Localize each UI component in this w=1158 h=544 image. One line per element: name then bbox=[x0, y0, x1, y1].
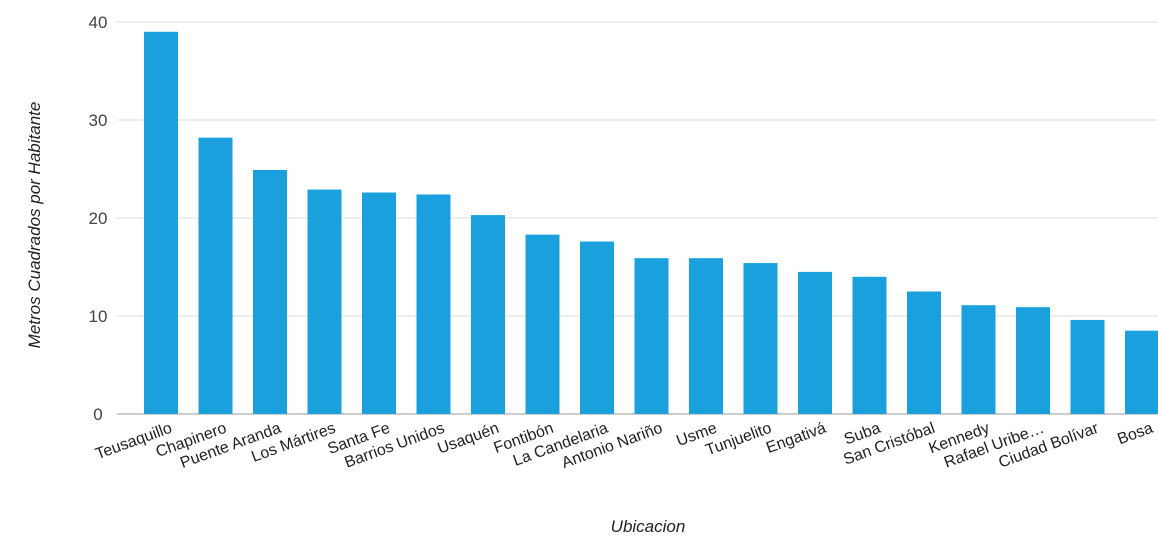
x-category-label: Engativá bbox=[764, 420, 828, 457]
bar bbox=[144, 31, 178, 415]
x-category-label: Bosa bbox=[1115, 420, 1155, 448]
x-category-label: Usaquén bbox=[435, 420, 501, 458]
bar bbox=[1125, 330, 1158, 414]
bars bbox=[144, 31, 1158, 415]
bar bbox=[798, 271, 832, 414]
y-axis-ticks: 0 10 20 30 40 bbox=[89, 13, 108, 424]
bar bbox=[416, 194, 451, 414]
bar bbox=[1016, 307, 1050, 414]
y-axis-title: Metros Cuadrados por Habitante bbox=[25, 102, 44, 349]
bar bbox=[471, 215, 505, 414]
y-tick-label: 30 bbox=[89, 111, 108, 130]
y-tick-label: 20 bbox=[89, 209, 108, 228]
bar bbox=[852, 276, 887, 414]
bar bbox=[961, 305, 996, 414]
bar bbox=[907, 291, 941, 414]
bar bbox=[1070, 319, 1105, 414]
bar bbox=[743, 263, 778, 414]
bar bbox=[253, 169, 287, 414]
bar bbox=[689, 258, 723, 414]
bar bbox=[634, 258, 669, 414]
y-tick-label: 10 bbox=[89, 307, 108, 326]
x-axis-title: Ubicacion bbox=[611, 517, 686, 536]
bar bbox=[580, 241, 614, 414]
bar bbox=[525, 234, 560, 414]
y-tick-label: 40 bbox=[89, 13, 108, 32]
bar bbox=[362, 192, 396, 414]
bar bbox=[307, 189, 342, 414]
y-tick-label: 0 bbox=[93, 405, 102, 424]
bar bbox=[198, 137, 233, 414]
